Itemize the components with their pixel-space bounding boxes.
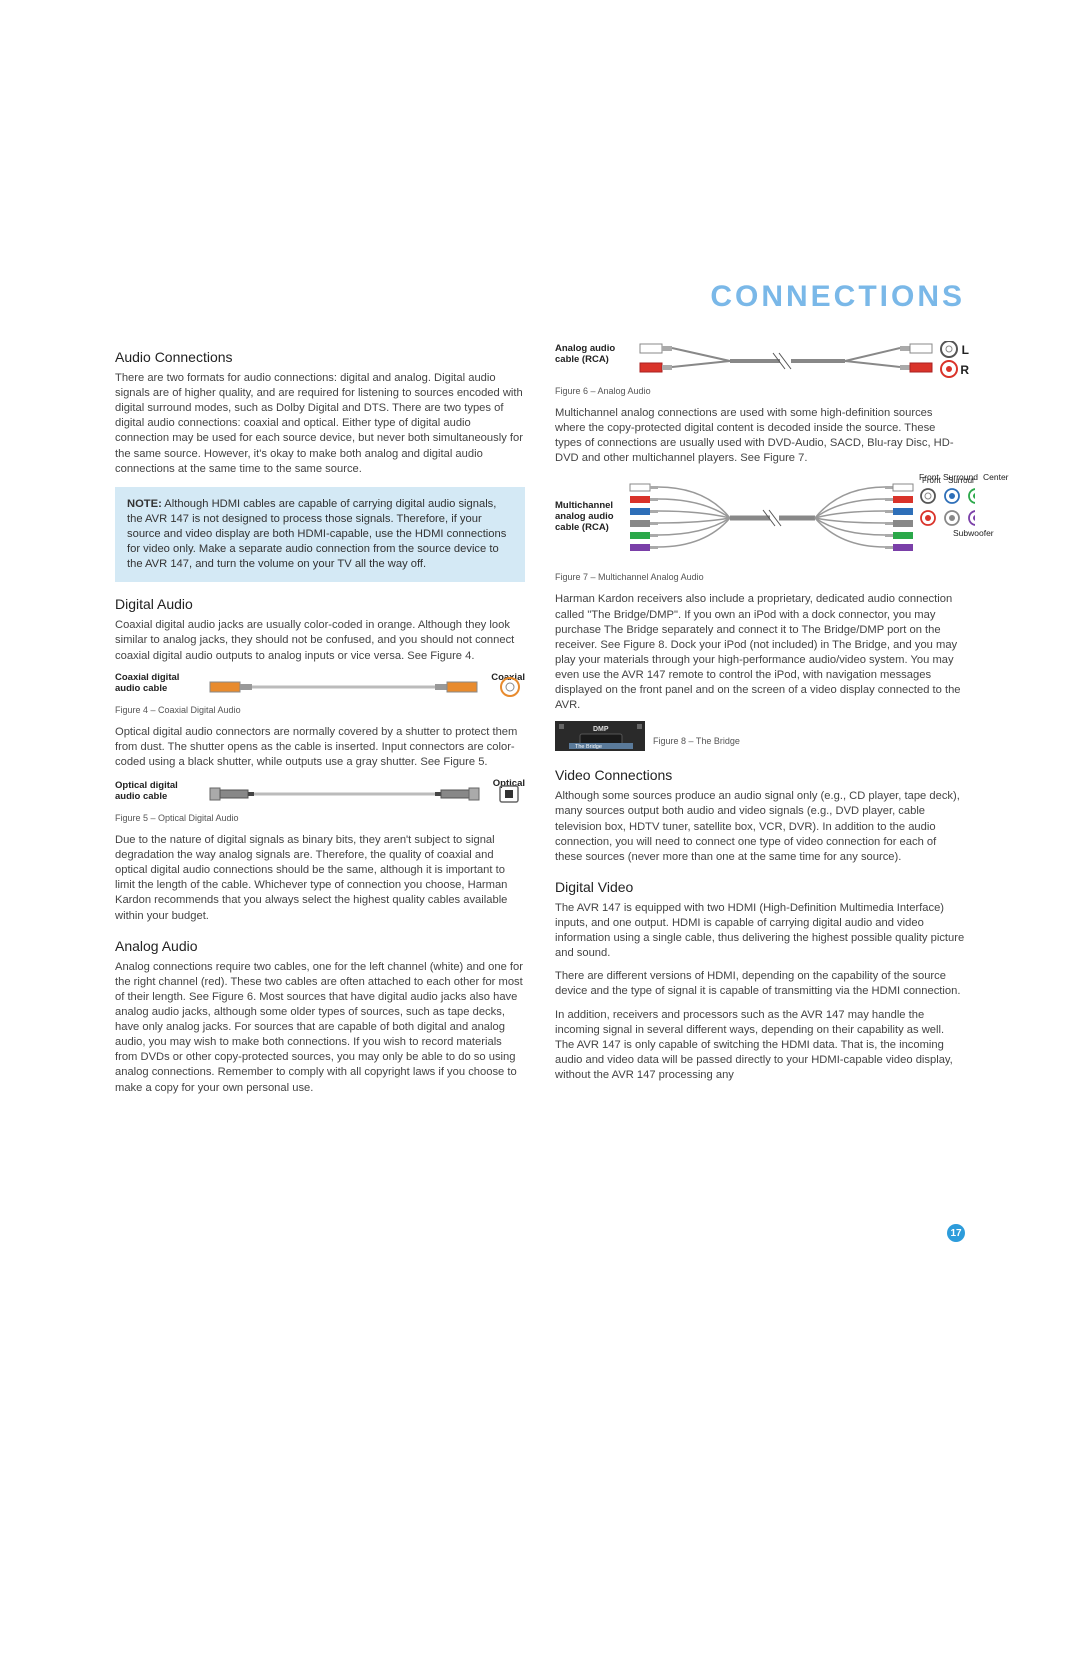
figure-6-analog: Analog audio cable (RCA) — [555, 341, 965, 383]
heading-digital-video: Digital Video — [555, 879, 965, 895]
heading-video-connections: Video Connections — [555, 767, 965, 783]
note-box: NOTE: Although HDMI cables are capable o… — [115, 487, 525, 583]
fig6-label-R: R — [960, 363, 969, 377]
columns: Audio Connections There are two formats … — [115, 335, 965, 1104]
para-analog-audio: Analog connections require two cables, o… — [115, 960, 525, 1096]
figure-5-optical: Optical digital audio cable Optical — [115, 778, 525, 810]
svg-text:The Bridge: The Bridge — [575, 744, 602, 750]
note-text: Although HDMI cables are capable of carr… — [127, 498, 506, 570]
svg-text:DMP: DMP — [593, 726, 609, 733]
fig5-caption: Figure 5 – Optical Digital Audio — [115, 813, 525, 823]
figure-4-coaxial: Coaxial digital audio cable Coaxial — [115, 672, 525, 702]
para-audio-intro: There are two formats for audio connecti… — [115, 371, 525, 477]
para-digital-audio: Coaxial digital audio jacks are usually … — [115, 618, 525, 663]
fig6-svg — [555, 341, 975, 383]
fig7-svg: Front Surround — [555, 474, 975, 569]
right-column: Analog audio cable (RCA) — [555, 335, 965, 1104]
page-title: CONNECTIONS — [710, 280, 965, 314]
figure-7-multichannel: Multichannel analog audio cable (RCA) — [555, 474, 965, 569]
fig7-label-front: Front — [919, 472, 939, 482]
para-digital-video-3: In addition, receivers and processors su… — [555, 1008, 965, 1084]
fig7-label-center: Center — [983, 472, 1009, 482]
heading-analog-audio: Analog Audio — [115, 938, 525, 954]
fig6-caption: Figure 6 – Analog Audio — [555, 386, 965, 396]
heading-audio-connections: Audio Connections — [115, 349, 525, 365]
page: CONNECTIONS Audio Connections There are … — [0, 0, 1080, 1667]
fig4-caption: Figure 4 – Coaxial Digital Audio — [115, 705, 525, 715]
para-harman-kardon: Harman Kardon receivers also include a p… — [555, 592, 965, 713]
para-digital-video-2: There are different versions of HDMI, de… — [555, 969, 965, 999]
para-multichannel: Multichannel analog connections are used… — [555, 406, 965, 466]
fig4-svg — [115, 672, 535, 702]
para-video-connections: Although some sources produce an audio s… — [555, 789, 965, 865]
left-column: Audio Connections There are two formats … — [115, 335, 525, 1104]
page-number-badge: 17 — [947, 1224, 965, 1242]
para-optical: Optical digital audio connectors are nor… — [115, 725, 525, 770]
fig6-label-L: L — [962, 343, 969, 357]
fig5-svg — [115, 778, 535, 810]
figure-8-bridge: DMP The Bridge Figure 8 – The Bridge — [555, 721, 965, 753]
heading-digital-audio: Digital Audio — [115, 596, 525, 612]
fig7-caption: Figure 7 – Multichannel Analog Audio — [555, 572, 965, 582]
fig7-label-sub: Subwoofer — [953, 528, 994, 538]
para-due-nature: Due to the nature of digital signals as … — [115, 833, 525, 924]
note-label: NOTE: — [127, 498, 162, 510]
para-digital-video-1: The AVR 147 is equipped with two HDMI (H… — [555, 901, 965, 961]
fig8-caption: Figure 8 – The Bridge — [653, 736, 740, 746]
fig7-label-surround: Surround — [943, 472, 978, 482]
